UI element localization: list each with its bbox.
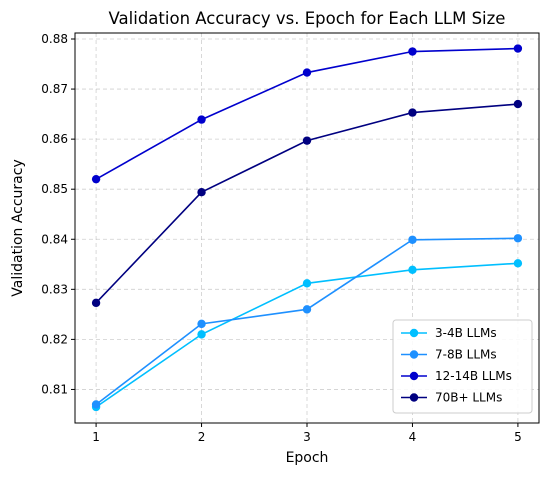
y-tick-label: 0.81 xyxy=(41,382,68,396)
data-point xyxy=(197,319,206,329)
legend: 3-4B LLMs 7-8B LLMs 12-14B LLMs 70B+ LLMs xyxy=(392,319,533,414)
data-point xyxy=(408,235,417,244)
data-point xyxy=(302,136,312,145)
x-tick-label: 5 xyxy=(514,430,522,444)
data-point xyxy=(91,400,101,409)
y-axis-label: Validation Accuracy xyxy=(10,159,26,297)
x-tick-label: 3 xyxy=(303,430,311,444)
y-tick-label: 0.82 xyxy=(41,332,68,346)
legend-entry-label: 70B+ LLMs xyxy=(435,391,502,405)
x-tick-label: 2 xyxy=(198,430,206,444)
legend-marker-swatch xyxy=(409,328,419,338)
y-tick-label: 0.87 xyxy=(41,82,68,96)
axis-ticks: 1 2 3 4 5 0.81 0.82 0.83 0.84 0.85 0.86 0.87 0.88 xyxy=(41,32,521,444)
legend-marker-swatch xyxy=(409,371,419,381)
legend-entry-label: 7-8B LLMs xyxy=(435,348,497,362)
data-point xyxy=(302,68,312,77)
y-tick-label: 0.83 xyxy=(41,282,68,296)
legend-entry-label: 12-14B LLMs xyxy=(435,369,512,383)
data-point xyxy=(302,279,312,288)
legend-marker-swatch xyxy=(409,393,419,402)
y-tick-label: 0.84 xyxy=(41,232,68,246)
legend-box xyxy=(392,319,533,414)
data-point xyxy=(91,298,101,308)
series-layer xyxy=(91,44,523,412)
data-point xyxy=(513,99,523,109)
legend-marker-swatch xyxy=(409,350,419,359)
y-tick-label: 0.88 xyxy=(41,32,68,46)
data-point xyxy=(408,265,417,275)
data-point xyxy=(408,108,417,117)
legend-entry-label: 3-4B LLMs xyxy=(435,326,497,340)
x-tick-label: 4 xyxy=(409,430,417,444)
data-point xyxy=(91,174,101,184)
x-axis-label: Epoch xyxy=(286,450,329,466)
y-tick-label: 0.86 xyxy=(41,132,68,146)
data-point xyxy=(197,188,206,197)
y-tick-label: 0.85 xyxy=(41,182,68,196)
data-point xyxy=(513,259,523,268)
data-point xyxy=(197,330,206,339)
data-point xyxy=(513,44,523,53)
chart-title: Validation Accuracy vs. Epoch for Each L… xyxy=(109,9,506,28)
data-point xyxy=(302,305,312,314)
data-point xyxy=(513,234,523,243)
data-point xyxy=(408,47,417,56)
x-tick-label: 1 xyxy=(92,430,100,444)
data-point xyxy=(197,115,206,124)
